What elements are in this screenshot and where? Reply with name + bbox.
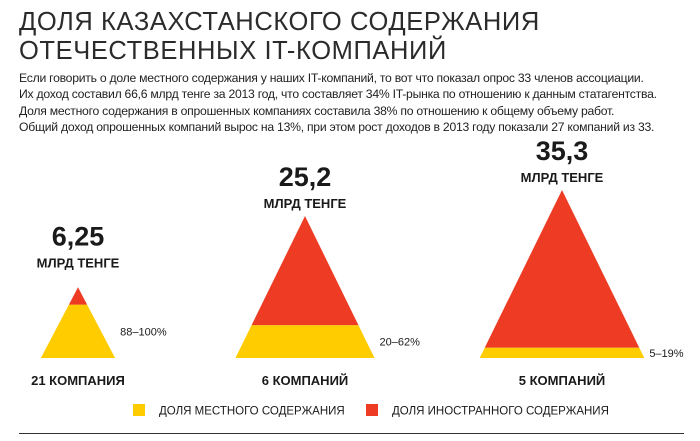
companies-label: 21 КОМПАНИЯ <box>31 373 125 388</box>
intro-line: Общий доход опрошенных компаний вырос на… <box>19 120 655 135</box>
bottom-divider <box>19 433 684 434</box>
unit-label: МЛРД ТЕНГЕ <box>37 255 120 270</box>
intro-line: Если говорить о доле местного содержания… <box>19 71 644 85</box>
legend-label: ДОЛЯ ИНОСТРАННОГО СОДЕРЖАНИЯ <box>392 406 609 418</box>
pyramid-foreign-segment <box>68 287 88 305</box>
intro-line: Доля местного содержания в опрошенных ко… <box>19 103 615 118</box>
pyramid-local-segment <box>40 304 116 358</box>
intro-text: Если говорить о доле местного содержания… <box>19 70 691 136</box>
legend-label: ДОЛЯ МЕСТНОГО СОДЕРЖАНИЯ <box>159 406 345 418</box>
share-label: 5–19% <box>649 348 683 360</box>
companies-label: 5 КОМПАНИЙ <box>519 373 606 388</box>
value-label: 25,2 <box>279 162 332 192</box>
value-label: 6,25 <box>52 221 105 251</box>
title-line-2: ОТЕЧЕСТВЕННЫХ IT-КОМПАНИЙ <box>19 37 447 65</box>
unit-label: МЛРД ТЕНГЕ <box>521 170 604 185</box>
pyramid-foreign-segment <box>251 216 359 326</box>
pyramid-foreign-segment <box>484 190 640 348</box>
unit-label: МЛРД ТЕНГЕ <box>264 196 347 211</box>
legend-swatch <box>133 404 145 416</box>
share-label: 20–62% <box>380 337 421 349</box>
pyramid-local-segment <box>235 325 375 358</box>
pyramid-local-segment <box>479 347 645 358</box>
title-line-1: ДОЛЯ КАЗАХСТАНСКОГО СОДЕРЖАНИЯ <box>19 8 540 36</box>
legend-swatch <box>366 404 378 416</box>
share-label: 88–100% <box>120 326 167 338</box>
value-label: 35,3 <box>536 136 589 166</box>
companies-label: 6 КОМПАНИЙ <box>262 373 349 388</box>
intro-line: Их доход составил 66,6 млрд тенге за 201… <box>19 87 657 102</box>
page-title: ДОЛЯ КАЗАХСТАНСКОГО СОДЕРЖАНИЯ ОТЕЧЕСТВЕ… <box>19 8 699 66</box>
